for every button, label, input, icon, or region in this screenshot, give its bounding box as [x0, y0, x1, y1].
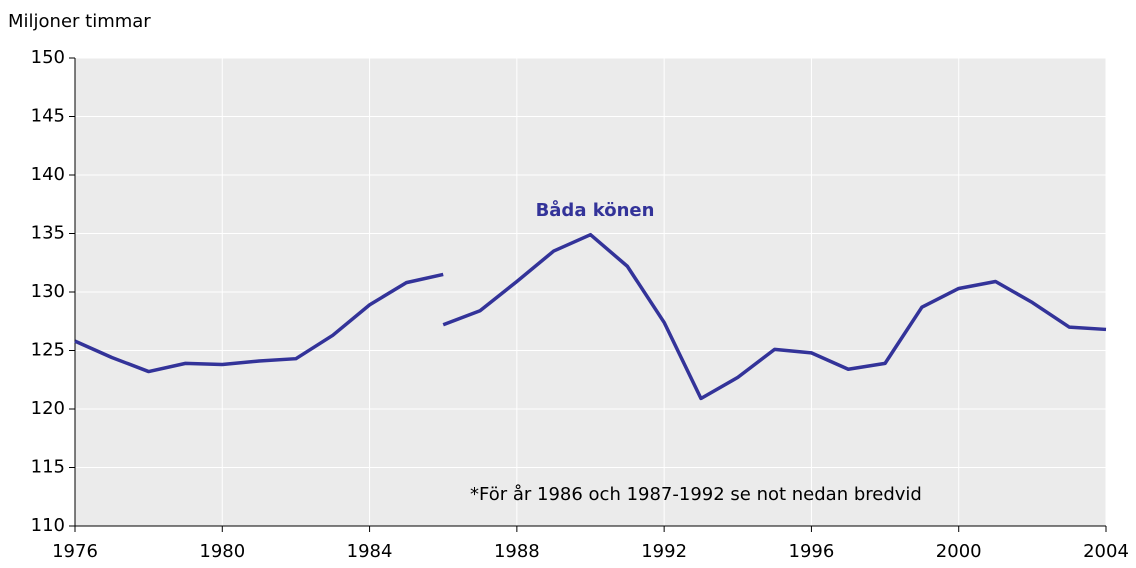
x-tick-label: 1980: [199, 541, 245, 562]
y-tick-label: 110: [31, 515, 65, 536]
x-tick-label: 1976: [52, 541, 98, 562]
y-tick-label: 125: [31, 340, 65, 361]
x-tick-label: 1996: [789, 541, 835, 562]
y-tick-label: 115: [31, 457, 65, 478]
line-series: [74, 232, 1107, 401]
x-tick-label: 1988: [494, 541, 540, 562]
y-tick-label: 135: [31, 223, 65, 244]
y-tick-label: 120: [31, 398, 65, 419]
y-tick-label: 145: [31, 106, 65, 127]
series-label: Båda könen: [536, 199, 655, 221]
y-tick-label: 150: [31, 47, 65, 68]
footnote: *För år 1986 och 1987-1992 se not nedan …: [470, 484, 922, 505]
x-tick-label: 2004: [1083, 541, 1129, 562]
y-tick-label: 140: [31, 164, 65, 185]
x-tick-label: 2000: [936, 541, 982, 562]
x-tick-label: 1984: [347, 541, 393, 562]
x-tick-label: 1992: [641, 541, 687, 562]
y-axis-label: Miljoner timmar: [8, 11, 151, 32]
y-tick-label: 130: [31, 281, 65, 302]
